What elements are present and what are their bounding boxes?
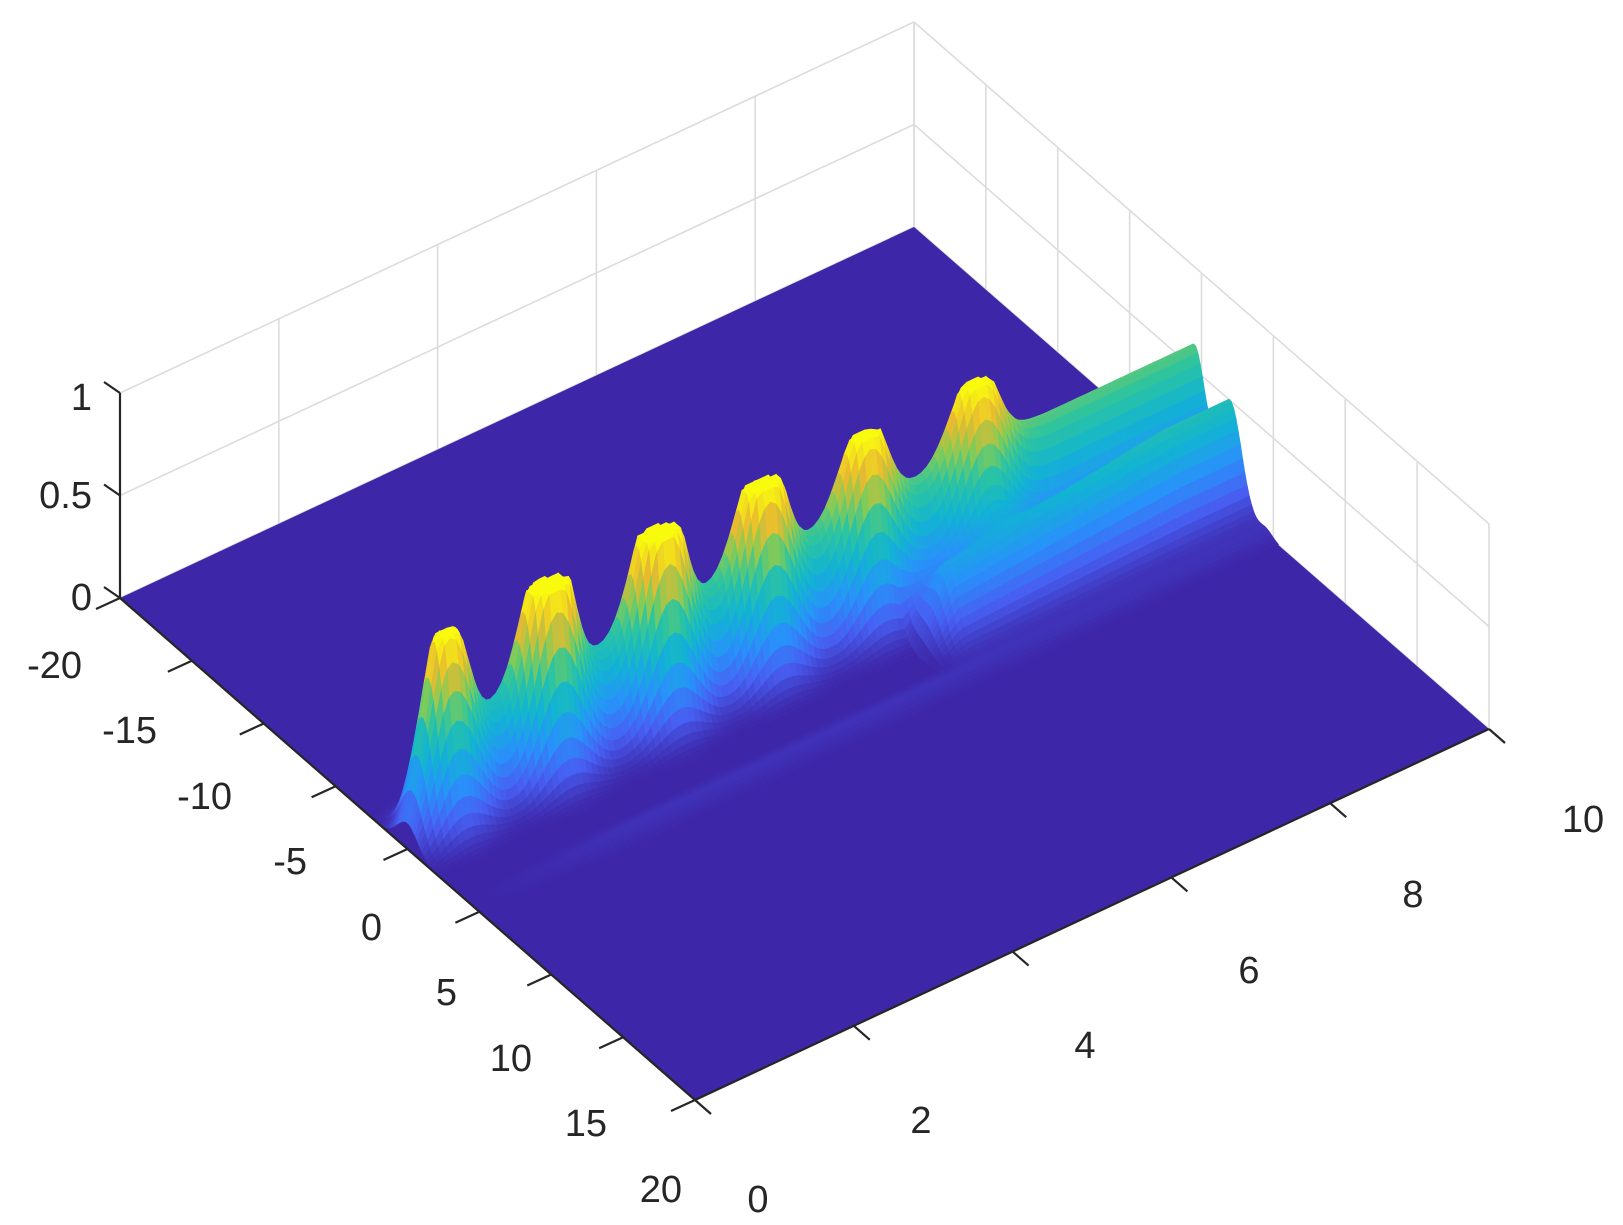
surface [120,227,1489,1100]
grid-line [913,21,1490,525]
grid-line [119,21,915,394]
grid-line [119,123,915,497]
